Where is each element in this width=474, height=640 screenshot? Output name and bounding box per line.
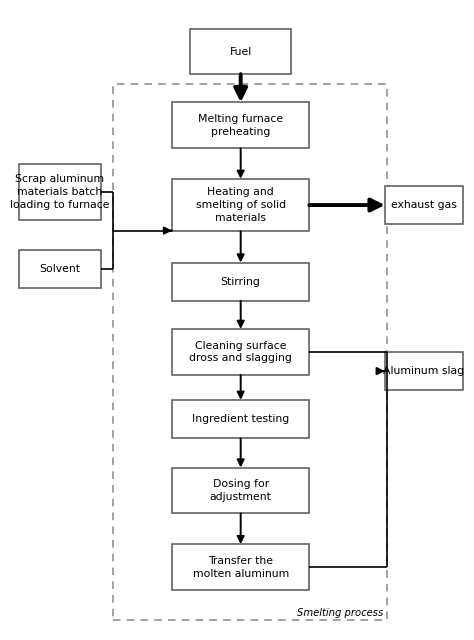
Bar [385,186,463,224]
Text: Fuel: Fuel [229,47,252,57]
Bar [385,352,463,390]
Text: Solvent: Solvent [39,264,81,274]
Text: Heating and
smelting of solid
materials: Heating and smelting of solid materials [196,188,286,223]
Text: Dosing for
adjustment: Dosing for adjustment [210,479,272,502]
Text: Cleaning surface
dross and slagging: Cleaning surface dross and slagging [189,340,292,364]
Bar [172,262,310,301]
Bar [191,29,291,74]
Bar [172,329,310,375]
Bar [172,102,310,148]
Text: Ingredient testing: Ingredient testing [192,414,289,424]
Bar [172,467,310,513]
Text: Aluminum slag: Aluminum slag [383,366,464,376]
Bar [172,400,310,438]
Text: Melting furnace
preheating: Melting furnace preheating [198,114,283,136]
Bar [19,164,101,220]
Text: Smelting process: Smelting process [297,607,383,618]
Bar [172,179,310,231]
Text: Stirring: Stirring [221,276,261,287]
Text: Scrap aluminum
materials batch
loading to furnace: Scrap aluminum materials batch loading t… [10,175,109,210]
Bar [172,544,310,590]
Bar [112,84,387,620]
Text: Transfer the
molten aluminum: Transfer the molten aluminum [192,556,289,579]
Text: exhaust gas: exhaust gas [391,200,456,210]
Bar [19,250,101,288]
